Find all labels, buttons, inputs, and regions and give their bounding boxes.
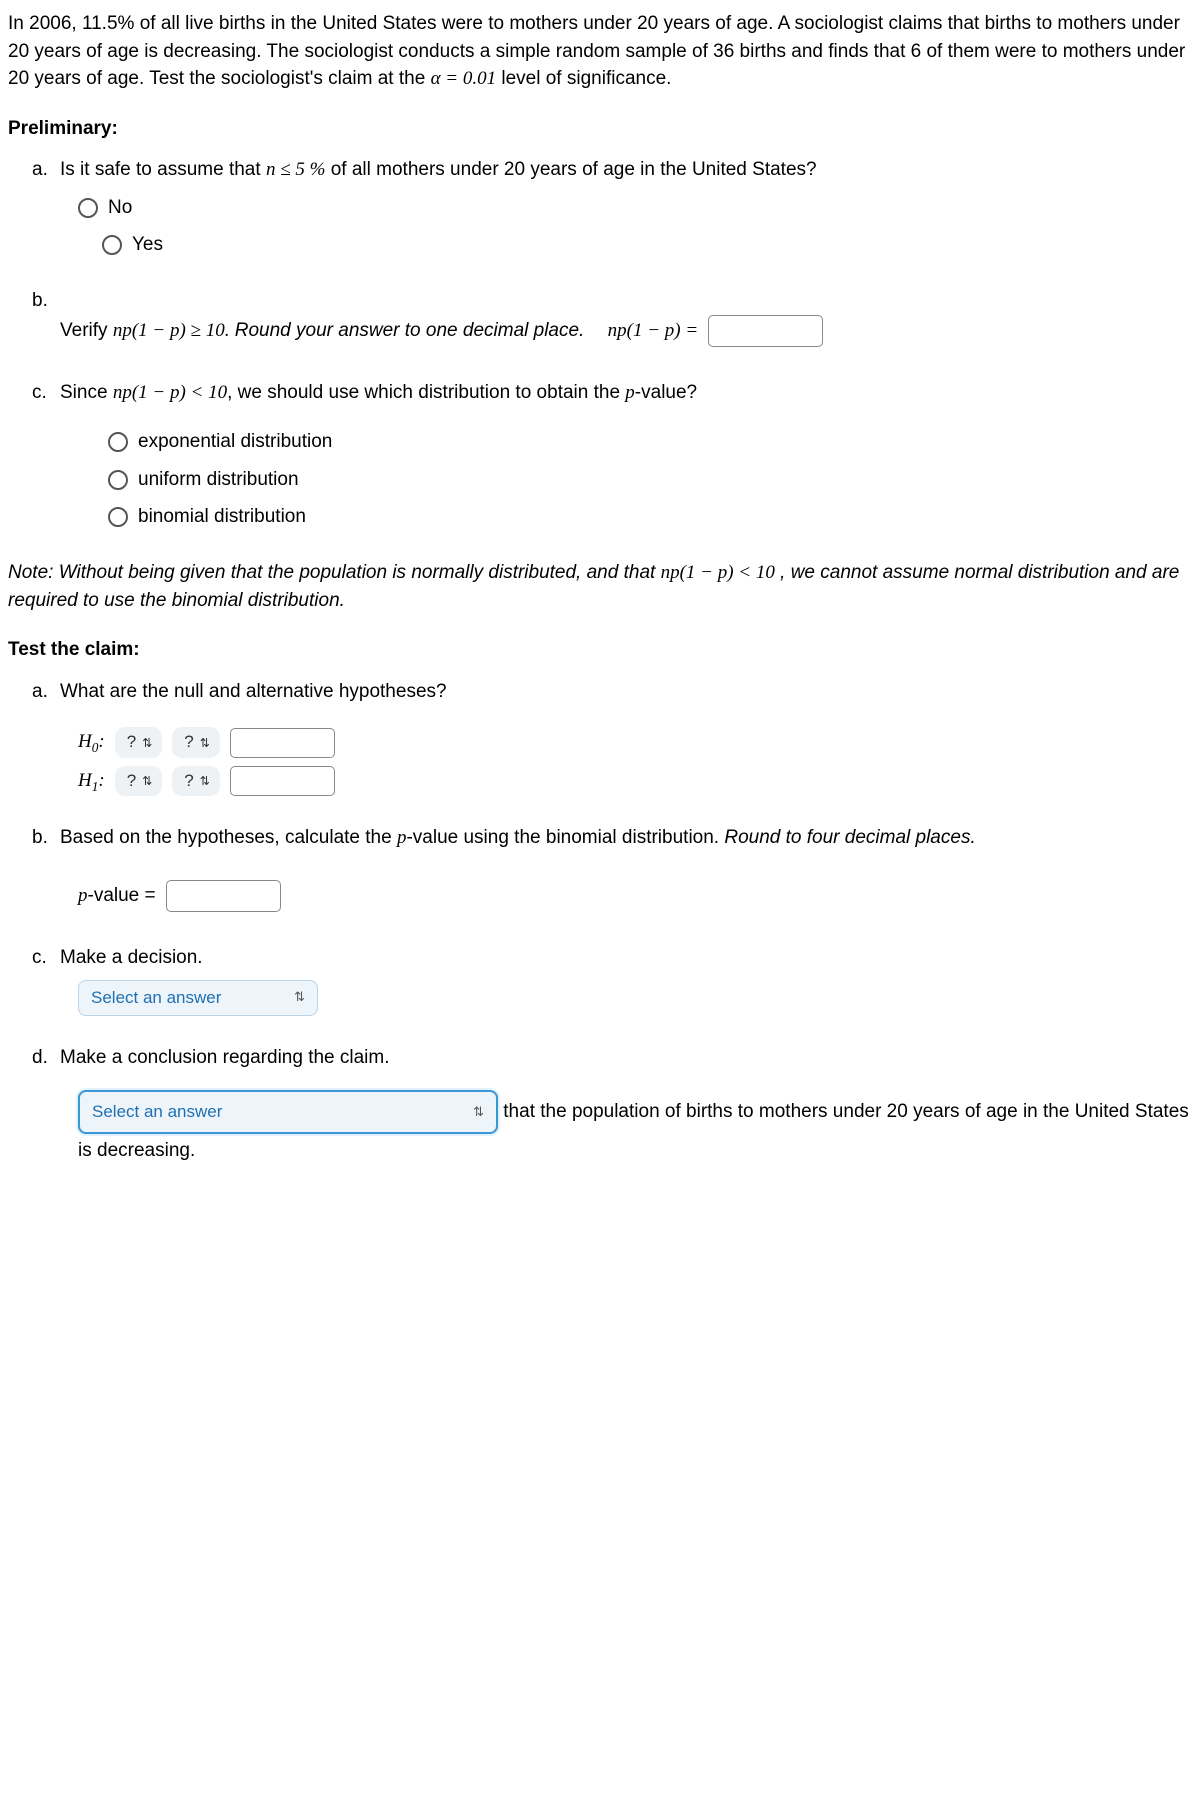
radio-icon xyxy=(102,235,122,255)
conclusion-select-placeholder: Select an answer xyxy=(92,1097,222,1128)
updown-icon: ⇅ xyxy=(294,988,305,1007)
pvalue-lhs: p-value = xyxy=(78,882,156,910)
test-a: What are the null and alternative hypoth… xyxy=(32,678,1192,797)
h0-label: H0: xyxy=(78,728,105,757)
radio-row-yes[interactable]: Yes xyxy=(102,231,1192,259)
radio-label-exp: exponential distribution xyxy=(138,428,332,456)
conclusion-select[interactable]: Select an answer ⇅ xyxy=(78,1090,498,1135)
prelim-b: Verify np(1 − p) ≥ 10. Round your answer… xyxy=(32,287,1192,351)
preliminary-heading: Preliminary: xyxy=(8,115,1192,143)
prelim-c-post: , we should use which distribution to ob… xyxy=(227,382,625,403)
h0-row: H0: ?⇅ ?⇅ xyxy=(78,727,1192,758)
radio-icon xyxy=(108,432,128,452)
updown-icon: ⇅ xyxy=(200,737,210,749)
prelim-c: Since np(1 − p) < 10, we should use whic… xyxy=(32,379,1192,531)
prelim-b-pre: Verify xyxy=(60,320,113,341)
prelim-a-post: of all mothers under 20 years of age in … xyxy=(325,159,816,180)
select-placeholder: ? xyxy=(184,769,193,794)
updown-icon: ⇅ xyxy=(142,737,152,749)
prelim-a-pre: Is it safe to assume that xyxy=(60,159,266,180)
prelim-a: Is it safe to assume that n ≤ 5 % of all… xyxy=(32,156,1192,259)
radio-icon xyxy=(108,507,128,527)
select-placeholder: ? xyxy=(127,769,136,794)
note-paragraph: Note: Without being given that the popul… xyxy=(8,559,1192,614)
radio-label-binomial: binomial distribution xyxy=(138,503,306,531)
note-pre: Without being given that the population … xyxy=(53,562,660,583)
test-d-question: Make a conclusion regarding the claim. xyxy=(60,1047,390,1068)
prelim-c-tail: -value? xyxy=(635,382,697,403)
h1-value-input[interactable] xyxy=(230,766,335,796)
test-list: What are the null and alternative hypoth… xyxy=(8,678,1192,1169)
h1-colon: : xyxy=(98,770,104,791)
note-label: Note: xyxy=(8,562,53,583)
test-b-mid: -value using the binomial distribution. xyxy=(406,827,724,848)
updown-icon: ⇅ xyxy=(473,1100,484,1123)
h1-param-select[interactable]: ?⇅ xyxy=(115,766,163,797)
h1-row: H1: ?⇅ ?⇅ xyxy=(78,766,1192,797)
note-math: np(1 − p) < 10 xyxy=(661,562,775,583)
select-placeholder: ? xyxy=(184,730,193,755)
radio-icon xyxy=(78,198,98,218)
np-input[interactable] xyxy=(708,315,823,347)
decision-select[interactable]: Select an answer ⇅ xyxy=(78,980,318,1017)
h1-h: H xyxy=(78,770,92,791)
h1-label: H1: xyxy=(78,767,105,796)
radio-label-no: No xyxy=(108,194,132,222)
problem-intro: In 2006, 11.5% of all live births in the… xyxy=(8,10,1192,93)
h0-colon: : xyxy=(98,731,104,752)
radio-row-exp[interactable]: exponential distribution xyxy=(108,428,1192,456)
prelim-c-p: p xyxy=(625,382,635,403)
h0-value-input[interactable] xyxy=(230,728,335,758)
radio-row-binomial[interactable]: binomial distribution xyxy=(108,503,1192,531)
prelim-b-math: np(1 − p) ≥ 10. xyxy=(113,320,230,341)
radio-row-uniform[interactable]: uniform distribution xyxy=(108,466,1192,494)
h1-op-select[interactable]: ?⇅ xyxy=(172,766,220,797)
radio-label-yes: Yes xyxy=(132,231,163,259)
prelim-b-post: Round your answer to one decimal place. xyxy=(229,320,584,341)
select-placeholder: ? xyxy=(127,730,136,755)
intro-alpha: α = 0.01 xyxy=(431,68,497,89)
test-a-question: What are the null and alternative hypoth… xyxy=(60,681,447,702)
h0-param-select[interactable]: ?⇅ xyxy=(115,727,163,758)
prelim-a-math: n ≤ 5 % xyxy=(266,159,326,180)
prelim-c-math: np(1 − p) < 10 xyxy=(113,382,227,403)
pvalue-input[interactable] xyxy=(166,880,281,912)
pvalue-post: -value = xyxy=(88,885,156,906)
intro-tail: level of significance. xyxy=(496,68,671,89)
test-b: Based on the hypotheses, calculate the p… xyxy=(32,824,1192,916)
preliminary-list: Is it safe to assume that n ≤ 5 % of all… xyxy=(8,156,1192,531)
updown-icon: ⇅ xyxy=(200,775,210,787)
test-b-pre: Based on the hypotheses, calculate the xyxy=(60,827,397,848)
test-b-tail: Round to four decimal places. xyxy=(724,827,975,848)
test-d: Make a conclusion regarding the claim. S… xyxy=(32,1044,1192,1168)
prelim-c-pre: Since xyxy=(60,382,113,403)
radio-row-no[interactable]: No xyxy=(78,194,1192,222)
test-heading: Test the claim: xyxy=(8,636,1192,664)
h0-op-select[interactable]: ?⇅ xyxy=(172,727,220,758)
radio-label-uniform: uniform distribution xyxy=(138,466,299,494)
decision-select-placeholder: Select an answer xyxy=(91,986,221,1011)
pvalue-p: p xyxy=(78,885,88,906)
test-c: Make a decision. Select an answer ⇅ xyxy=(32,944,1192,1016)
updown-icon: ⇅ xyxy=(142,775,152,787)
h0-h: H xyxy=(78,731,92,752)
test-c-question: Make a decision. xyxy=(60,947,203,968)
radio-icon xyxy=(108,470,128,490)
np-lhs: np(1 − p) = xyxy=(608,317,699,345)
